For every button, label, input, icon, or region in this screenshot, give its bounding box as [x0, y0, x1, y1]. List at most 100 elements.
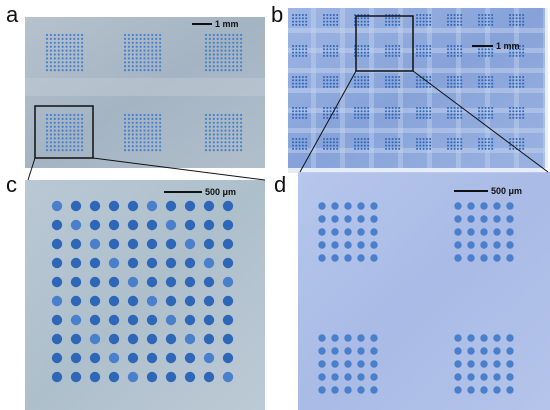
dot	[147, 57, 150, 60]
dot	[295, 141, 298, 144]
dot	[478, 110, 480, 113]
dot	[522, 79, 525, 82]
dot	[419, 116, 422, 119]
dot	[292, 107, 294, 109]
dot	[147, 129, 150, 132]
dot	[89, 219, 101, 231]
dot	[73, 49, 76, 52]
dot	[509, 79, 511, 82]
dot	[367, 23, 370, 26]
dot	[447, 17, 449, 20]
dot	[388, 51, 391, 54]
dot	[419, 144, 422, 147]
dot	[453, 138, 456, 140]
dot	[331, 360, 339, 368]
grid-stripe	[514, 8, 519, 168]
dot	[422, 107, 425, 109]
dot	[509, 116, 511, 119]
dot	[367, 54, 370, 57]
dot	[391, 138, 394, 140]
dot	[292, 14, 294, 16]
dot	[422, 76, 425, 78]
dot	[89, 371, 101, 383]
dot	[184, 200, 196, 212]
dot	[57, 61, 60, 64]
dot	[224, 117, 227, 120]
dot	[123, 117, 127, 120]
dot	[456, 85, 459, 88]
dot	[292, 48, 294, 51]
dot	[204, 125, 208, 128]
dot	[70, 219, 82, 231]
dot	[77, 121, 80, 124]
dot	[422, 45, 425, 47]
dot	[506, 386, 514, 394]
dot	[493, 215, 501, 223]
dot	[515, 138, 518, 140]
dot	[370, 254, 378, 262]
dot	[363, 45, 366, 47]
dot	[49, 129, 53, 132]
dot	[360, 85, 363, 88]
dot	[493, 228, 501, 236]
dot	[123, 37, 127, 41]
dot	[45, 53, 49, 56]
dot	[454, 360, 462, 368]
dot	[332, 85, 335, 88]
dot	[467, 228, 475, 236]
dot	[204, 141, 208, 144]
dot	[224, 37, 227, 41]
dot	[344, 215, 352, 223]
dot	[220, 141, 223, 144]
panel-c-dot-array	[51, 200, 234, 383]
dot	[456, 147, 459, 150]
dot	[127, 45, 130, 48]
dot	[522, 138, 525, 140]
dot	[108, 371, 120, 383]
dot	[394, 82, 397, 85]
dot	[487, 54, 490, 57]
dot	[220, 49, 223, 52]
dot	[127, 69, 130, 72]
dot	[236, 57, 239, 60]
dot	[135, 53, 138, 56]
dot	[522, 110, 525, 113]
dot	[127, 137, 130, 140]
dot	[184, 219, 196, 231]
dot	[292, 85, 294, 88]
dot	[456, 20, 459, 23]
dot	[450, 85, 453, 88]
dot	[419, 45, 422, 47]
dot	[344, 386, 352, 394]
dot	[388, 79, 391, 82]
dot	[354, 144, 356, 147]
dot	[515, 51, 518, 54]
dot	[336, 23, 339, 26]
panel-label-a: a	[6, 2, 19, 27]
dot	[151, 61, 154, 64]
dot	[204, 137, 208, 140]
dot	[456, 17, 459, 20]
dot	[484, 23, 487, 26]
dot	[240, 37, 243, 41]
dot	[522, 14, 525, 16]
dot	[155, 53, 158, 56]
dot	[344, 228, 352, 236]
dot	[480, 228, 488, 236]
dot	[298, 147, 301, 150]
dot	[367, 138, 370, 140]
dot	[305, 76, 308, 78]
dot	[480, 254, 488, 262]
dot	[518, 79, 521, 82]
dot	[57, 113, 60, 117]
dot	[155, 37, 158, 41]
dot	[70, 257, 82, 269]
dot	[329, 138, 332, 140]
dot	[515, 82, 518, 85]
dot	[292, 23, 294, 26]
dot	[467, 373, 475, 381]
dot	[480, 360, 488, 368]
dot	[236, 149, 239, 152]
zoom-connector-a-right	[92, 157, 266, 181]
dot	[329, 85, 332, 88]
